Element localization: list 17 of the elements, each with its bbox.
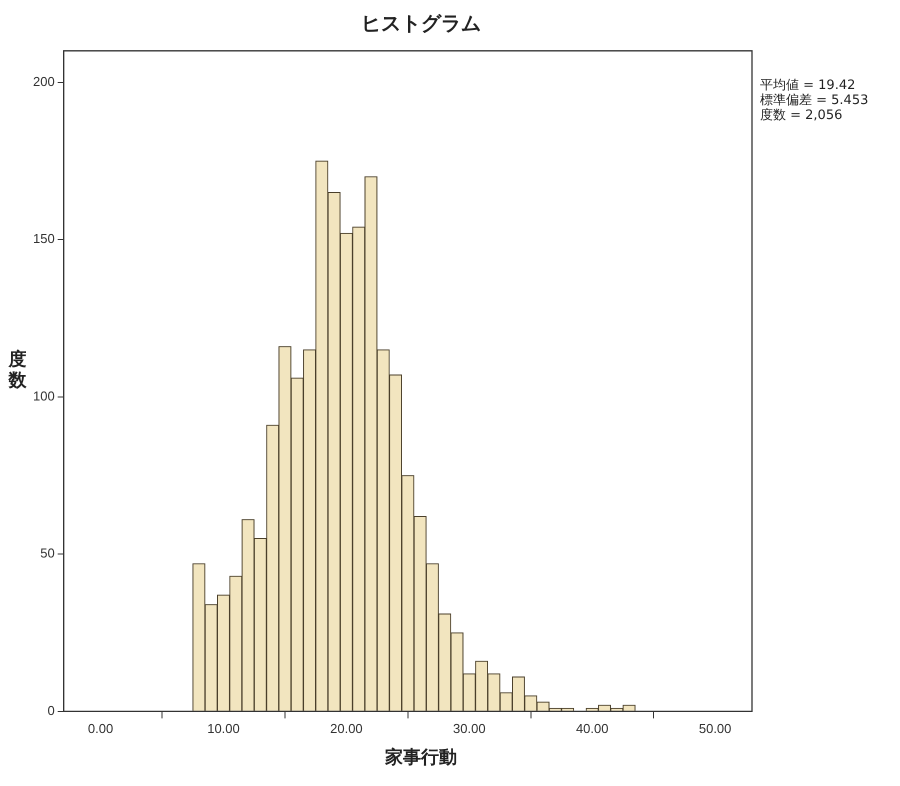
text: 度数 = 2,056 <box>760 108 844 123</box>
chart-title: ヒストグラム <box>360 10 482 37</box>
y-tick-label: 200 <box>32 74 55 89</box>
x-tick-label: 30.00 <box>453 720 486 736</box>
x-tick-label: 20.00 <box>330 720 363 736</box>
x-tick-label: 50.00 <box>698 720 732 736</box>
x-tick-label: 40.00 <box>576 720 608 736</box>
text: 標準偏差 = 5.453 <box>760 93 868 108</box>
x-tick-label: 10.00 <box>207 720 240 736</box>
y-tick-label: 50 <box>40 546 55 561</box>
y-axis-title: 度数 <box>8 349 27 392</box>
text: 平均値 = 19.42 <box>760 78 856 93</box>
y-tick-label: 150 <box>32 231 55 246</box>
y-tick-label: 100 <box>32 388 55 404</box>
x-tick-label: 0.00 <box>88 720 114 736</box>
y-tick-label: 0 <box>47 702 55 718</box>
x-axis-title: 家事行動 <box>384 746 458 769</box>
